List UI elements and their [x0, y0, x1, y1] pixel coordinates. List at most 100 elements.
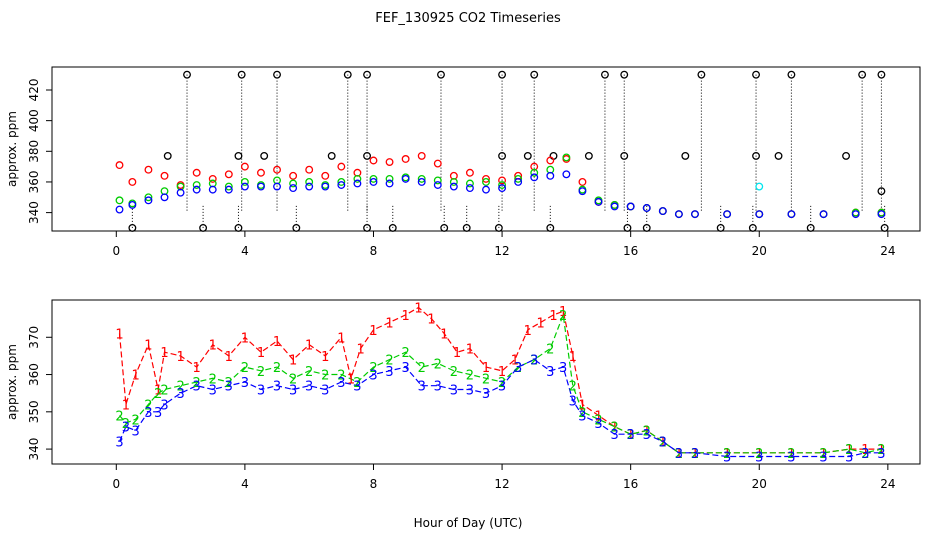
- top-point-outliers-high: [530, 70, 539, 79]
- bottom-point-1: 1: [482, 361, 490, 376]
- bottom-point-2: 2: [594, 413, 602, 428]
- top-point-outliers-low: [880, 223, 889, 232]
- bottom-point-2: 2: [305, 365, 313, 380]
- top-point-3: [257, 182, 265, 191]
- bottom-point-1: 1: [321, 350, 329, 365]
- bottom-point-3: 3: [530, 354, 538, 369]
- bottom-point-1: 1: [257, 346, 265, 361]
- top-y-tick-label: 360: [27, 171, 41, 194]
- top-point-3: [176, 188, 185, 197]
- bottom-point-1: 1: [305, 339, 313, 354]
- top-point-3: [787, 210, 796, 219]
- bottom-point-1: 1: [193, 361, 201, 376]
- bottom-point-1: 1: [347, 372, 355, 387]
- bottom-point-2: 2: [546, 342, 554, 357]
- bottom-point-2: 2: [659, 436, 667, 451]
- bottom-x-tick-label: 20: [752, 477, 767, 491]
- bottom-point-2: 2: [353, 376, 361, 391]
- bottom-point-1: 1: [337, 331, 345, 346]
- bottom-point-3: 3: [154, 406, 162, 421]
- bottom-point-3: 3: [450, 383, 458, 398]
- top-point-outliers-high: [437, 70, 445, 79]
- top-point-3: [691, 210, 699, 219]
- top-point-3: [417, 178, 426, 186]
- bottom-point-3: 3: [115, 436, 123, 451]
- top-point-3: [723, 210, 732, 219]
- bottom-point-2: 2: [877, 443, 885, 458]
- top-point-3: [642, 204, 651, 212]
- bottom-point-2: 2: [225, 376, 233, 391]
- top-point-outliers-mid: [752, 151, 760, 160]
- top-point-outliers-mid: [163, 151, 172, 160]
- bottom-point-1: 1: [549, 309, 557, 324]
- bottom-y-axis: 340 350 360 370: [27, 326, 52, 461]
- top-point-3: [514, 178, 523, 186]
- bottom-point-3: 3: [559, 361, 567, 376]
- bottom-point-1: 1: [209, 339, 217, 354]
- bottom-point-3: 3: [209, 383, 217, 398]
- top-point-outliers-low: [440, 223, 449, 232]
- top-point-outliers-mid: [681, 151, 690, 160]
- bottom-y-tick-label: 360: [27, 363, 41, 386]
- bottom-point-1: 1: [755, 447, 763, 462]
- bottom-point-3: 3: [514, 361, 522, 376]
- top-x-axis: 0 4 8 12 16 20 24: [112, 231, 895, 258]
- bottom-point-1: 1: [569, 350, 577, 365]
- top-point-1: [417, 151, 426, 160]
- top-point-3: [160, 193, 169, 202]
- top-point-outliers-mid: [234, 151, 243, 160]
- top-point-outliers-high: [343, 70, 352, 79]
- bottom-x-tick-label: 16: [623, 477, 638, 491]
- top-outlier-connectors: [131, 74, 886, 228]
- bottom-point-1: 1: [594, 410, 602, 425]
- top-point-2: [465, 179, 474, 188]
- bottom-point-3: 3: [434, 380, 442, 395]
- bottom-point-2: 2: [498, 376, 506, 391]
- bottom-point-3: 3: [289, 383, 297, 398]
- top-point-3: [289, 184, 298, 193]
- top-point-1: [305, 165, 314, 174]
- bottom-point-3: 3: [160, 398, 168, 413]
- top-point-outliers-high: [498, 70, 507, 79]
- top-point-1: [208, 174, 217, 183]
- bottom-point-2: 2: [385, 354, 393, 369]
- top-point-outliers-mid: [842, 151, 851, 160]
- top-point-3: [562, 170, 571, 179]
- top-point-3: [482, 185, 490, 194]
- bottom-point-3: 3: [627, 428, 635, 443]
- top-point-3: [305, 182, 314, 191]
- top-point-outliers-low: [292, 223, 301, 232]
- top-point-2: [305, 178, 314, 186]
- bottom-point-2: 2: [369, 361, 377, 376]
- bottom-point-1: 1: [154, 383, 162, 398]
- bottom-point-1: 1: [115, 328, 123, 343]
- top-point-outliers-low: [546, 223, 555, 232]
- bottom-point-2: 2: [819, 447, 827, 462]
- top-point-2: [514, 174, 523, 183]
- top-point-outliers-low: [642, 223, 651, 232]
- top-x-tick-label: 16: [623, 244, 638, 258]
- top-point-outliers-high: [183, 70, 191, 79]
- bottom-point-2: 2: [337, 369, 345, 384]
- bottom-point-3: 3: [241, 376, 249, 391]
- top-point-1: [546, 156, 555, 165]
- bottom-point-2: 2: [569, 380, 577, 395]
- bottom-point-1: 1: [559, 305, 567, 320]
- top-point-outliers-low: [623, 223, 632, 232]
- bottom-point-3: 3: [176, 387, 184, 402]
- top-point-outliers-mid: [498, 151, 507, 160]
- bottom-line-3: [118, 358, 882, 458]
- bottom-point-2: 2: [160, 383, 168, 398]
- bottom-point-3: 3: [225, 380, 233, 395]
- bottom-point-2: 2: [755, 447, 763, 462]
- bottom-point-2: 2: [723, 447, 731, 462]
- top-x-tick-label: 12: [494, 244, 509, 258]
- top-point-3: [877, 210, 886, 219]
- top-point-outliers-low: [716, 223, 725, 232]
- top-point-1: [128, 178, 137, 186]
- bottom-point-1: 1: [578, 398, 586, 413]
- bottom-point-1: 1: [610, 421, 618, 436]
- top-point-3: [449, 182, 458, 191]
